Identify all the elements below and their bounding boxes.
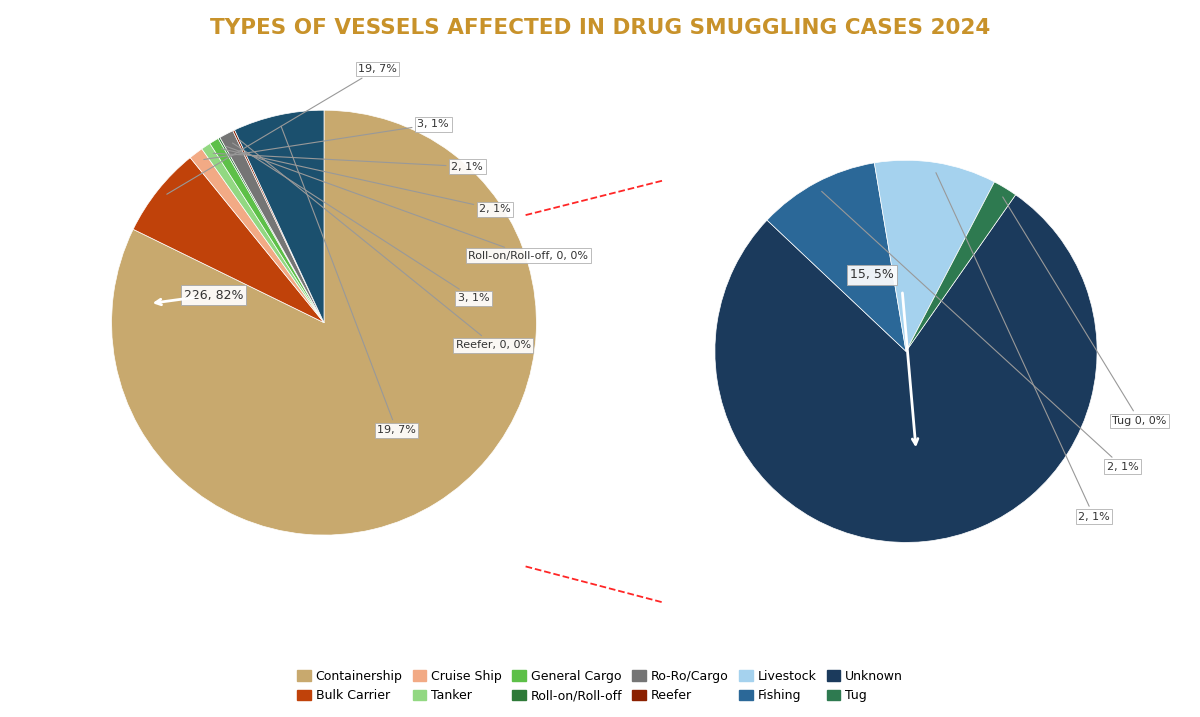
Wedge shape [133,158,324,323]
Text: 2, 1%: 2, 1% [822,191,1139,472]
Wedge shape [112,110,536,535]
Wedge shape [767,163,906,351]
Text: Roll-on/Roll-off, 0, 0%: Roll-on/Roll-off, 0, 0% [226,146,588,261]
Text: TYPES OF VESSELS AFFECTED IN DRUG SMUGGLING CASES 2024: TYPES OF VESSELS AFFECTED IN DRUG SMUGGL… [210,18,990,38]
Text: 226, 82%: 226, 82% [184,288,244,302]
Wedge shape [715,195,1097,543]
Wedge shape [210,138,324,323]
Text: 2, 1%: 2, 1% [221,148,511,214]
Text: 2, 1%: 2, 1% [936,173,1110,521]
Wedge shape [220,130,324,323]
Text: 15, 5%: 15, 5% [850,268,894,281]
Legend: Containership, Bulk Carrier, Cruise Ship, Tanker, General Cargo, Roll-on/Roll-of: Containership, Bulk Carrier, Cruise Ship… [292,665,908,707]
Text: 3, 1%: 3, 1% [204,119,449,159]
Text: 19, 7%: 19, 7% [167,64,397,194]
Wedge shape [233,130,324,323]
Wedge shape [202,143,324,323]
Wedge shape [234,110,324,323]
Text: Reefer, 0, 0%: Reefer, 0, 0% [240,140,530,350]
Text: Tug 0, 0%: Tug 0, 0% [1003,197,1166,426]
Text: 3, 1%: 3, 1% [233,143,490,303]
Wedge shape [875,160,995,351]
Wedge shape [190,149,324,323]
Wedge shape [906,182,1015,351]
Text: 19, 7%: 19, 7% [281,126,416,435]
Text: 2, 1%: 2, 1% [214,153,484,171]
Wedge shape [218,138,324,323]
